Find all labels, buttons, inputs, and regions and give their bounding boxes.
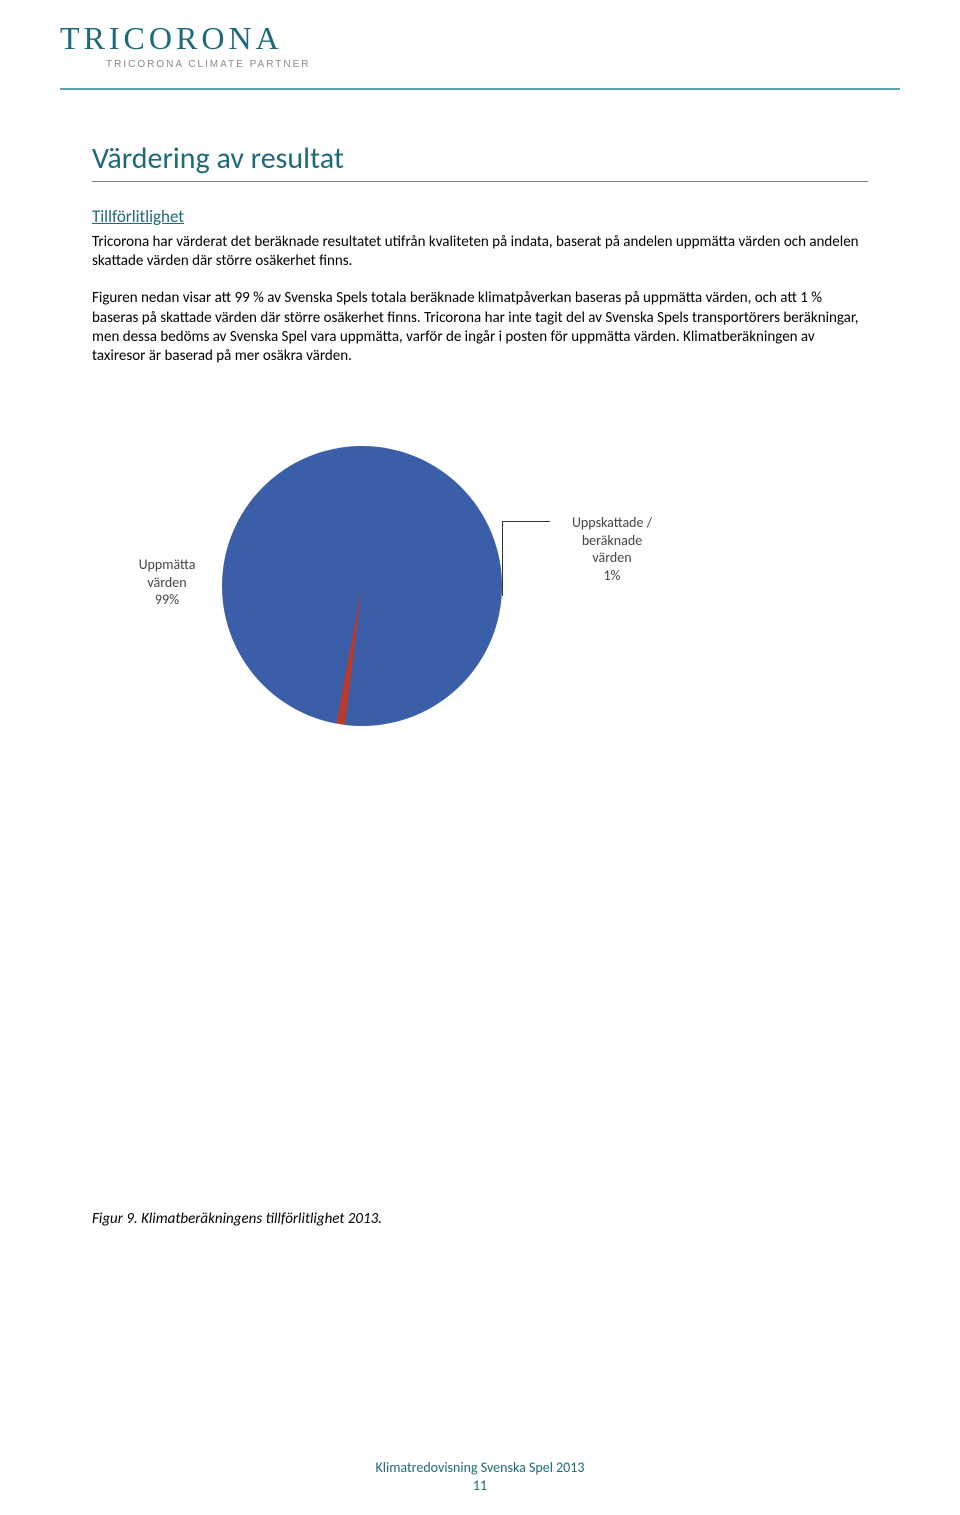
paragraph-2: Figuren nedan visar att 99 % av Svenska … bbox=[92, 289, 868, 366]
logo-block: TRICORONA TRICORONA CLIMATE PARTNER bbox=[60, 20, 310, 70]
pie-chart: Uppmätta värden 99% Uppskattade / beräkn… bbox=[122, 406, 642, 786]
figure-caption: Figur 9. Klimatberäkningens tillförlitli… bbox=[92, 1210, 382, 1228]
figure-caption-block: Figur 9. Klimatberäkningens tillförlitli… bbox=[92, 1150, 382, 1228]
content: Värdering av resultat Tillförlitlighet T… bbox=[92, 140, 868, 786]
page: TRICORONA TRICORONA CLIMATE PARTNER Värd… bbox=[0, 0, 960, 1515]
page-footer: Klimatredovisning Svenska Spel 2013 11 bbox=[0, 1459, 960, 1495]
header-rule bbox=[60, 88, 900, 90]
leader-line-horizontal bbox=[502, 521, 550, 522]
pie-label-left: Uppmätta värden 99% bbox=[122, 556, 212, 609]
pie-label-right-value: 1% bbox=[552, 567, 672, 585]
paragraph-1: Tricorona har värderat det beräknade res… bbox=[92, 233, 868, 271]
pie-label-right: Uppskattade / beräknade värden 1% bbox=[552, 514, 672, 584]
pie-graphic bbox=[222, 446, 502, 726]
pie-label-right-line1: Uppskattade / bbox=[552, 514, 672, 532]
section-subtitle: Tillförlitlighet bbox=[92, 206, 868, 227]
footer-page-number: 11 bbox=[0, 1477, 960, 1495]
logo-main: TRICORONA bbox=[60, 20, 310, 57]
logo-sub: TRICORONA CLIMATE PARTNER bbox=[106, 59, 310, 70]
footer-line1: Klimatredovisning Svenska Spel 2013 bbox=[0, 1459, 960, 1477]
pie-label-left-value: 99% bbox=[122, 591, 212, 609]
leader-line-vertical bbox=[502, 521, 503, 596]
pie-label-left-line1: Uppmätta bbox=[122, 556, 212, 574]
pie-label-left-line2: värden bbox=[122, 574, 212, 592]
section-title: Värdering av resultat bbox=[92, 140, 868, 177]
section-rule bbox=[92, 181, 868, 182]
pie-label-right-line2: beräknade bbox=[552, 532, 672, 550]
pie-label-right-line3: värden bbox=[552, 549, 672, 567]
